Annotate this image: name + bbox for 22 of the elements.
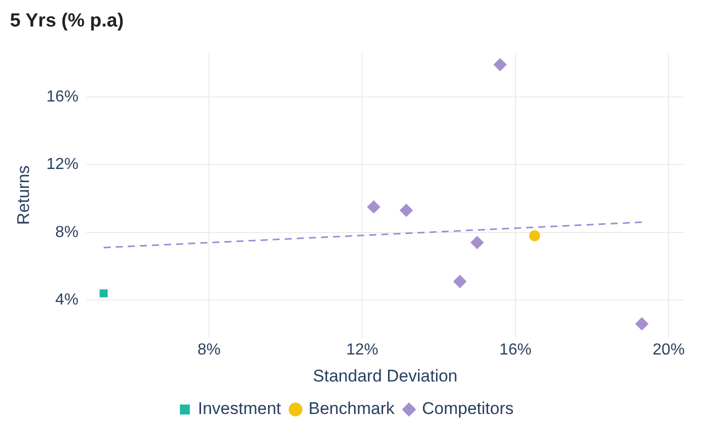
y-tick-label: 12%	[46, 156, 78, 174]
y-tick-label: 4%	[55, 292, 78, 309]
x-tick-label: 16%	[499, 341, 532, 358]
legend-label: Benchmark	[308, 399, 395, 418]
point	[100, 289, 108, 298]
chart-title: 5 Yrs (% p.a)	[10, 10, 124, 32]
y-tick-label: 8%	[55, 224, 78, 241]
point	[494, 58, 507, 72]
point	[367, 200, 380, 214]
legend-label: Competitors	[422, 399, 514, 418]
point	[635, 317, 648, 330]
y-tick-label: 16%	[46, 88, 78, 106]
point	[453, 274, 466, 288]
x-tick-label: 12%	[346, 341, 378, 358]
point	[470, 236, 484, 250]
legend-label: Investment	[198, 399, 282, 418]
y-axis-title: Returns	[14, 165, 33, 225]
point	[529, 230, 540, 242]
x-tick-label: 20%	[652, 341, 685, 358]
point	[400, 204, 413, 217]
x-axis-title: Standard Deviation	[312, 366, 458, 386]
x-tick-label: 8%	[197, 341, 221, 358]
